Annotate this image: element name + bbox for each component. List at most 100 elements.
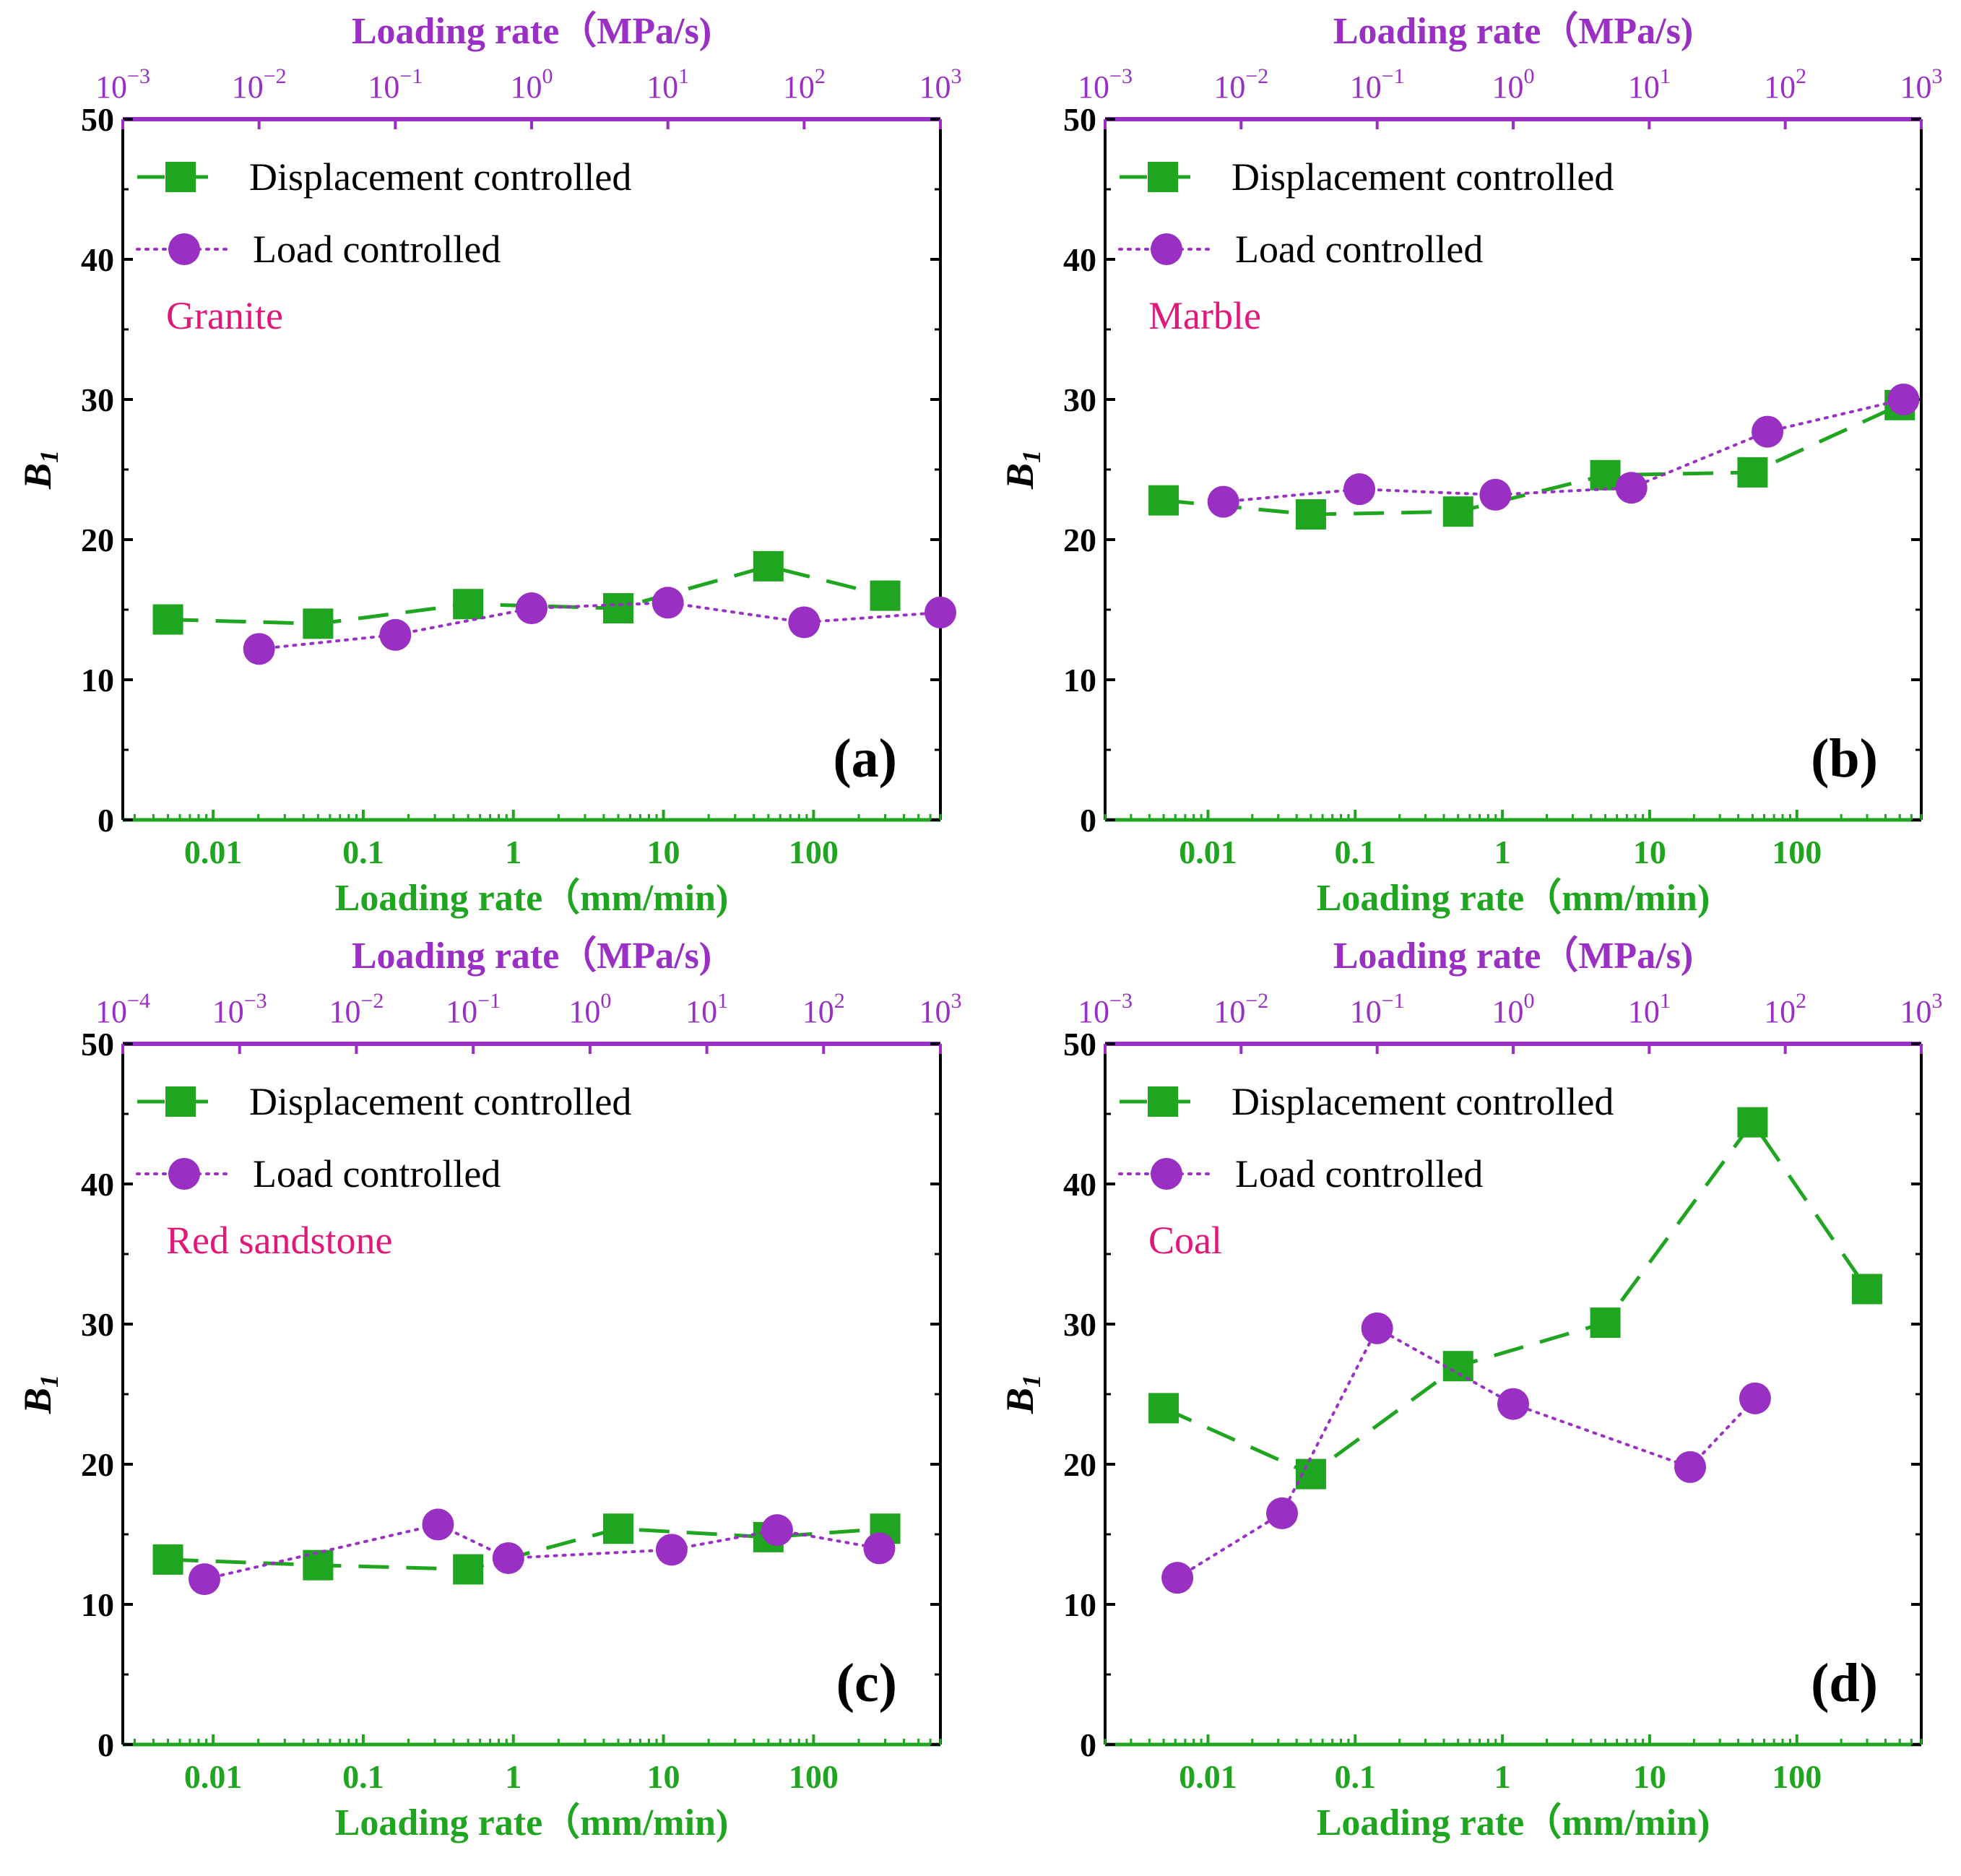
displacement-point — [152, 1544, 183, 1575]
x2-tick-label: 100 — [511, 64, 553, 105]
y-tick-label: 40 — [81, 241, 114, 278]
series-displacement — [1148, 389, 1915, 530]
y-axis-label-sub: 1 — [35, 1375, 64, 1388]
load-point — [1497, 1388, 1529, 1420]
x2-tick-exponent: 2 — [834, 989, 845, 1013]
x2-tick-base: 10 — [446, 994, 477, 1029]
legend-displacement-label: Displacement controlled — [1231, 1080, 1614, 1123]
x-tick-label: 0.01 — [184, 1758, 243, 1795]
x2-tick-base: 10 — [1213, 994, 1245, 1029]
x2-tick-label: 101 — [1628, 989, 1671, 1029]
y-tick-label: 20 — [81, 522, 114, 558]
legend-displacement-label: Displacement controlled — [1231, 155, 1614, 199]
y-axis-label-sub: 1 — [1017, 450, 1046, 463]
y-axis-label-main: B — [16, 463, 59, 490]
y-tick-label: 50 — [81, 101, 114, 138]
load-line — [1176, 1326, 1757, 1580]
x2-tick-exponent: 3 — [951, 64, 962, 88]
x2-tick-exponent: −3 — [244, 989, 267, 1013]
x2-tick-exponent: 0 — [542, 64, 553, 88]
x2-tick-base: 10 — [232, 69, 264, 105]
x-tick-label: 0.1 — [342, 834, 384, 870]
y-tick-label: 20 — [81, 1446, 114, 1483]
x2-tick-exponent: 3 — [1932, 989, 1943, 1013]
y-tick-label: 30 — [81, 1306, 114, 1343]
x-axis-label: Loading rate（mm/min) — [335, 877, 729, 919]
legend: Displacement controlled Load controlled — [1118, 1080, 1614, 1196]
y-tick-label: 40 — [81, 1166, 114, 1203]
series-displacement — [152, 550, 901, 639]
y-tick-label: 50 — [1063, 101, 1096, 138]
y-axis-label-main: B — [998, 1388, 1042, 1414]
x2-tick-exponent: −1 — [1382, 989, 1405, 1013]
series-load — [243, 587, 956, 665]
x2-tick-exponent: −3 — [127, 64, 150, 88]
load-point — [1266, 1497, 1299, 1529]
y-tick-label: 50 — [1063, 1026, 1096, 1063]
x2-tick-label: 10−2 — [232, 64, 287, 105]
x2-tick-label: 100 — [1492, 989, 1535, 1029]
x2-tick-label: 10−2 — [1213, 64, 1268, 105]
legend-load-marker — [168, 1158, 200, 1190]
series-displacement — [1148, 1107, 1882, 1490]
x2-tick-exponent: 3 — [1932, 64, 1943, 88]
y-tick-label: 10 — [81, 1586, 114, 1623]
x2-tick-base: 10 — [329, 994, 360, 1029]
x2-tick-exponent: −2 — [1245, 989, 1268, 1013]
x2-tick-exponent: 2 — [1796, 989, 1806, 1013]
x2-tick-exponent: −4 — [127, 989, 150, 1013]
y-tick-label: 20 — [1063, 1446, 1096, 1483]
load-point — [492, 1542, 524, 1574]
x-tick-label: 1 — [505, 1758, 521, 1795]
x2-tick-base: 10 — [1900, 994, 1932, 1029]
x-axis-label: Loading rate（mm/min) — [335, 1802, 729, 1843]
x-tick-label: 10 — [647, 834, 680, 870]
x2-tick-exponent: −3 — [1109, 989, 1133, 1013]
displacement-point — [1590, 1307, 1621, 1339]
y-tick-label: 10 — [81, 662, 114, 699]
material-label: Marble — [1148, 294, 1261, 337]
displacement-point — [453, 589, 484, 620]
x-tick-label: 10 — [1633, 1758, 1666, 1795]
x2-tick-label: 102 — [1764, 64, 1806, 105]
x2-tick-label: 10−1 — [1350, 989, 1405, 1029]
displacement-point — [152, 604, 183, 635]
load-point — [863, 1532, 896, 1565]
load-point — [516, 592, 547, 625]
x2-tick-label: 10−3 — [1078, 989, 1133, 1029]
displacement-point — [1442, 496, 1473, 527]
x2-tick-exponent: 1 — [1660, 989, 1671, 1013]
x2-tick-base: 10 — [1764, 994, 1796, 1029]
displacement-point — [870, 580, 901, 611]
x-tick-label: 1 — [505, 834, 521, 870]
x2-tick-base: 10 — [95, 994, 127, 1029]
x2-tick-exponent: −2 — [1245, 64, 1268, 88]
legend-load-label: Load controlled — [253, 1152, 501, 1196]
legend-load-marker — [1151, 1158, 1182, 1190]
displacement-line — [1163, 403, 1901, 516]
y-tick-label: 20 — [1063, 522, 1096, 558]
load-point — [655, 1534, 688, 1566]
x2-tick-base: 10 — [685, 994, 717, 1029]
y-axis-label-sub: 1 — [1017, 1375, 1046, 1388]
x2-tick-base: 10 — [368, 69, 399, 105]
x2-tick-base: 10 — [1492, 994, 1524, 1029]
displacement-point — [1442, 1351, 1473, 1382]
series-load — [1207, 384, 1920, 518]
x-tick-label: 1 — [1494, 1758, 1511, 1795]
displacement-point — [603, 593, 634, 624]
x2-axis-label: Loading rate（MPa/s) — [1333, 10, 1693, 52]
x2-axis-label: Loading rate（MPa/s) — [352, 935, 711, 977]
x2-tick-base: 10 — [95, 69, 127, 105]
x2-tick-label: 10−3 — [212, 989, 267, 1029]
load-point — [379, 618, 412, 651]
x2-axis-label: Loading rate（MPa/s) — [1333, 935, 1693, 977]
load-line — [1221, 398, 1905, 503]
legend-load-marker — [1151, 233, 1182, 265]
legend: Displacement controlled Load controlled — [136, 1080, 631, 1196]
x-tick-label: 100 — [789, 1758, 839, 1795]
x2-tick-exponent: 0 — [1524, 64, 1535, 88]
x2-tick-label: 102 — [783, 64, 826, 105]
